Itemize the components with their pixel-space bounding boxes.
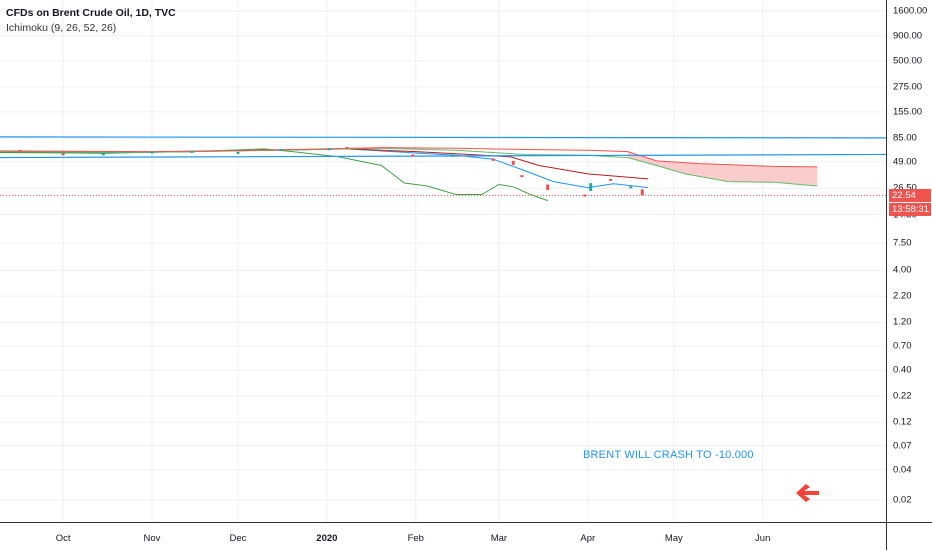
y-tick-label: 0.04	[893, 464, 912, 476]
y-tick-label: 0.40	[893, 364, 912, 376]
candle	[101, 153, 105, 156]
x-tick-label: Dec	[229, 533, 247, 544]
candle	[451, 154, 455, 157]
candle	[18, 149, 22, 152]
x-tick-label: Oct	[55, 533, 71, 544]
y-tick-label: 26.50	[893, 182, 917, 194]
annotation-text[interactable]: BRENT WILL CRASH TO -10.000	[583, 449, 754, 461]
price-axis[interactable]: 1600.00 900.00 500.00 275.00 155.00 85.00 49.0…	[886, 0, 932, 522]
trend-line	[0, 136, 886, 139]
candle	[190, 150, 194, 153]
y-tick-label: 2.20	[893, 290, 912, 302]
y-tick-label: 0.22	[893, 390, 912, 402]
x-tick-label: Feb	[407, 533, 424, 544]
series-line-leading-span-b	[0, 147, 818, 168]
y-tick-label: 0.07	[893, 440, 912, 452]
ichimoku-cloud	[627, 151, 818, 187]
candle	[236, 151, 240, 154]
candle	[491, 158, 495, 161]
trend-line	[0, 153, 886, 159]
candle	[546, 184, 550, 191]
y-tick-label: 1.20	[893, 316, 912, 328]
y-tick-label: 49.00	[893, 156, 917, 168]
y-tick-label: 500.00	[893, 55, 923, 67]
candle	[609, 178, 613, 181]
candle	[345, 146, 349, 149]
x-tick-label: Jun	[755, 533, 771, 544]
candle	[61, 153, 65, 156]
x-tick-label: Apr	[580, 533, 596, 544]
candle	[511, 160, 515, 165]
axis-corner[interactable]	[886, 522, 932, 550]
y-tick-label: 0.70	[893, 340, 912, 352]
arrow-left-icon[interactable]	[794, 482, 822, 504]
y-tick-label: 1600.00	[893, 5, 928, 17]
chart-legend: CFDs on Brent Crude Oil, 1D, TVC Ichimok…	[6, 6, 176, 36]
bar-countdown-label: 13:58:31	[889, 203, 931, 217]
y-tick-label: 155.00	[893, 106, 923, 118]
time-axis[interactable]: Oct Nov Dec 2020 Feb Mar Apr May Jun	[0, 522, 886, 551]
candle	[328, 148, 332, 151]
last-price-label: 22.54	[889, 189, 931, 203]
candle	[382, 149, 386, 152]
x-tick-label: Nov	[143, 533, 161, 544]
y-tick-label: 0.12	[893, 416, 912, 428]
candle	[629, 186, 633, 189]
y-tick-label: 85.00	[893, 132, 917, 144]
candle	[411, 154, 415, 157]
symbol-title[interactable]: CFDs on Brent Crude Oil, 1D, TVC	[6, 7, 176, 19]
y-tick-label: 4.00	[893, 264, 912, 276]
candle	[150, 151, 154, 154]
y-tick-label: 0.02	[893, 494, 912, 506]
x-tick-label: Mar	[490, 533, 508, 544]
candle	[279, 148, 283, 151]
y-tick-label: 275.00	[893, 81, 923, 93]
x-tick-label: 2020	[316, 533, 338, 544]
candle	[583, 194, 587, 197]
x-tick-label: May	[664, 533, 683, 544]
indicator-label[interactable]: Ichimoku (9, 26, 52, 26)	[6, 22, 117, 34]
chart-plot-area[interactable]	[0, 0, 886, 522]
chart-svg[interactable]	[0, 0, 886, 522]
candle	[640, 189, 644, 196]
y-tick-label: 7.50	[893, 237, 912, 249]
y-tick-label: 900.00	[893, 30, 923, 42]
candle	[589, 183, 593, 191]
candle	[520, 175, 524, 178]
